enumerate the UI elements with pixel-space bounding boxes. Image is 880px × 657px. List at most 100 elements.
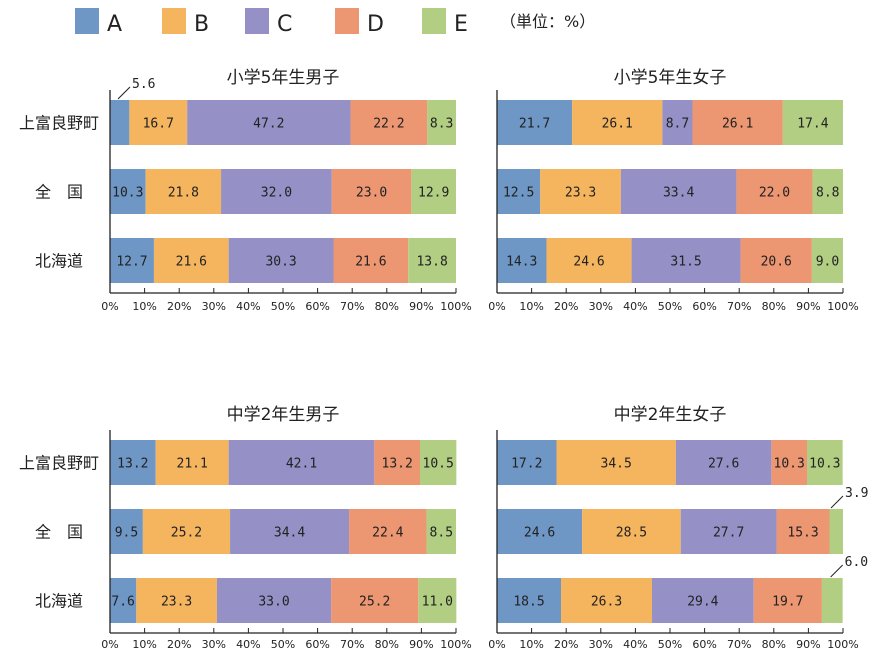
bar-segment-D [692, 100, 783, 145]
data-label: 8.5 [430, 526, 453, 541]
data-label: 21.6 [176, 255, 207, 270]
bar-segment-A [110, 238, 154, 283]
chart-title: 中学2年生男子 [227, 405, 340, 425]
x-tick-label: 20% [167, 638, 191, 651]
callout-leader [117, 86, 131, 100]
data-label: 30.3 [265, 255, 296, 270]
data-label: 47.2 [253, 117, 284, 132]
x-tick-label: 80% [762, 300, 786, 313]
x-tick-label: 10% [519, 638, 543, 651]
category-label: 上富良野町 [19, 114, 99, 133]
legend-label-B: B [194, 12, 209, 37]
bar-segment-A [110, 440, 156, 485]
chart-title: 中学2年生女子 [614, 405, 727, 425]
bar-segment-C [680, 509, 777, 554]
data-label: 13.2 [117, 457, 148, 472]
x-tick-label: 80% [762, 638, 786, 651]
x-tick-label: 70% [340, 638, 364, 651]
data-label: 8.3 [430, 117, 453, 132]
x-tick-label: 80% [375, 300, 399, 313]
x-tick-label: 50% [658, 300, 682, 313]
bar-segment-A [497, 440, 557, 485]
bar-segment-E [426, 509, 456, 554]
bar-segment-B [129, 100, 188, 145]
bar-segment-E [821, 578, 843, 623]
data-label: 19.7 [772, 595, 803, 610]
x-tick-label: 50% [271, 300, 295, 313]
bar-segment-E [812, 169, 843, 214]
x-tick-label: 80% [375, 638, 399, 651]
data-label: 22.0 [759, 186, 790, 201]
bar-segment-B [136, 578, 217, 623]
charts: 小学5年生男子 5.6 16.7 47.2 22.2 8.3 上富良野町 10.3 21.8 32… [19, 68, 868, 651]
bar-segment-C [228, 440, 375, 485]
category-label: 全 国 [35, 183, 83, 202]
data-label: 17.4 [797, 117, 828, 132]
data-label: 26.3 [591, 595, 622, 610]
data-label: 10.5 [423, 457, 454, 472]
bar-segment-D [740, 238, 812, 283]
bar-segment-A [110, 100, 130, 145]
x-tick-label: 90% [409, 300, 433, 313]
x-tick-label: 10% [519, 300, 543, 313]
bar-segment-B [556, 440, 676, 485]
data-label: 3.9 [845, 486, 868, 501]
bar-segment-E [427, 100, 456, 145]
bar-segment-D [374, 440, 421, 485]
data-label: 13.2 [382, 457, 413, 472]
bar-segment-B [540, 169, 621, 214]
x-tick-label: 0% [488, 300, 505, 313]
bar-segment-A [497, 169, 541, 214]
data-label: 23.3 [161, 595, 192, 610]
x-tick-label: 20% [554, 638, 578, 651]
x-tick-label: 90% [409, 638, 433, 651]
legend-swatch-C [245, 8, 269, 34]
data-label: 11.0 [422, 595, 453, 610]
bar-segment-B [153, 238, 229, 283]
x-tick-label: 70% [727, 300, 751, 313]
bar-segment-C [631, 238, 741, 283]
x-tick-label: 40% [236, 638, 260, 651]
x-tick-label: 60% [692, 300, 716, 313]
data-label: 12.9 [418, 186, 449, 201]
bar-segment-C [216, 578, 332, 623]
x-tick-label: 60% [692, 638, 716, 651]
data-label: 14.3 [506, 255, 537, 270]
data-label: 23.3 [565, 186, 596, 201]
bar-segment-D [331, 169, 412, 214]
data-label: 24.6 [524, 526, 555, 541]
data-label: 10.3 [112, 186, 143, 201]
legend-swatch-B [162, 8, 186, 34]
chart-panel-1: 小学5年生男子 5.6 16.7 47.2 22.2 8.3 上富良野町 10.3 21.8 32… [19, 68, 472, 313]
bar-segment-B [582, 509, 681, 554]
bar-segment-A [110, 509, 143, 554]
legend-swatch-D [335, 8, 359, 34]
legend-label-A: A [107, 12, 122, 37]
bar-segment-C [187, 100, 351, 145]
data-label: 21.6 [355, 255, 386, 270]
bar-segment-E [807, 440, 843, 485]
bar-segment-B [572, 100, 663, 145]
legend-swatch-A [75, 8, 99, 34]
data-label: 8.8 [816, 186, 839, 201]
category-label: 北海道 [35, 592, 83, 611]
x-tick-label: 70% [340, 300, 364, 313]
x-tick-label: 50% [271, 638, 295, 651]
bar-segment-D [753, 578, 822, 623]
bar-segment-C [230, 509, 350, 554]
x-tick-label: 0% [101, 300, 118, 313]
data-label: 12.7 [116, 255, 147, 270]
x-tick-label: 100% [440, 300, 471, 313]
data-label: 34.5 [601, 457, 632, 472]
data-label: 10.3 [774, 457, 805, 472]
x-tick-label: 30% [589, 300, 613, 313]
x-tick-label: 90% [796, 300, 820, 313]
data-label: 25.2 [359, 595, 390, 610]
category-label: 北海道 [35, 252, 83, 271]
legend-label-D: D [367, 12, 384, 37]
callout-leader [830, 495, 844, 509]
chart-panel-2: 小学5年生女子 21.7 26.1 8.7 26.1 17.4 12.5 23.3 33.4 22… [488, 68, 858, 313]
data-label: 27.7 [713, 526, 744, 541]
chart-title: 小学5年生男子 [227, 68, 340, 88]
